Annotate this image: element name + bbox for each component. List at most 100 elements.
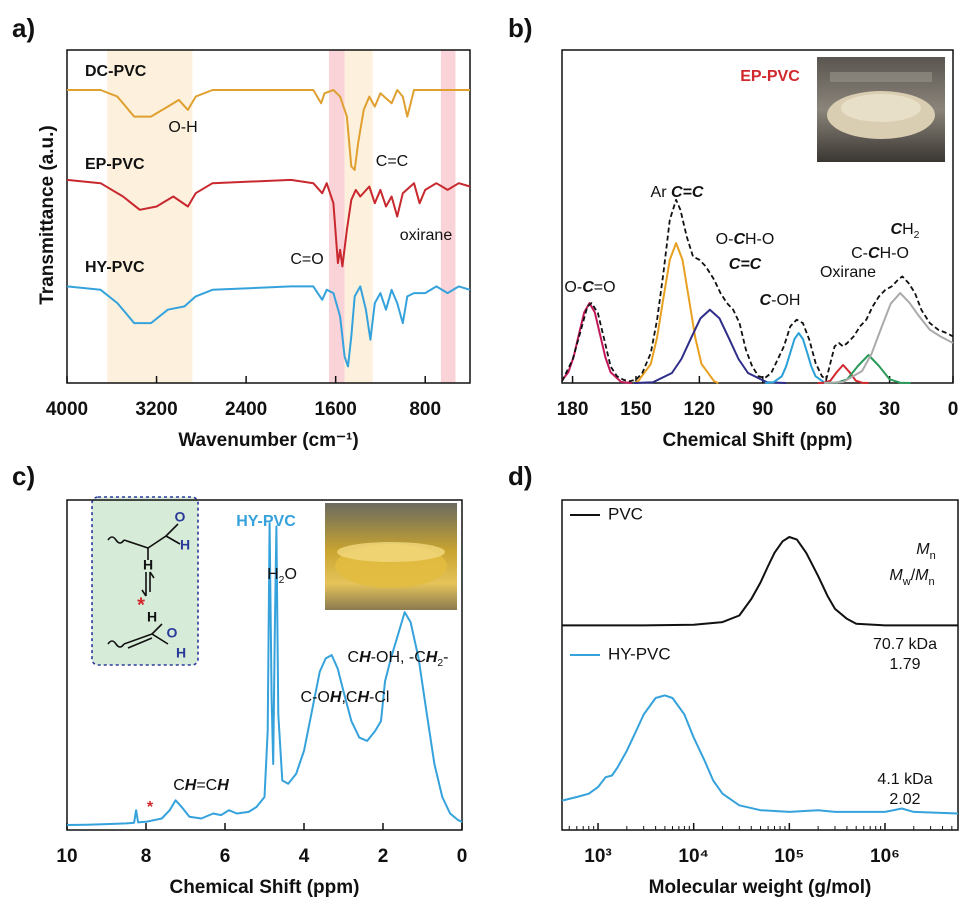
annotation-part: H	[185, 777, 197, 794]
x-tick-label: 90	[752, 399, 773, 420]
annotation-part: H	[357, 689, 369, 706]
annotation-part: C	[891, 221, 903, 238]
series-line	[562, 303, 632, 383]
x-tick-label: 180	[557, 399, 589, 420]
annotation-part: O-	[716, 231, 734, 248]
scheme-label: *	[137, 594, 145, 616]
annotation: Mw/Mn	[889, 567, 934, 588]
highlight-band	[441, 50, 456, 383]
y-axis-label: Transmittance (a.u.)	[37, 125, 58, 305]
annotation-part: Ar	[651, 184, 671, 201]
panel-label: c)	[12, 461, 35, 491]
annotation: oxirane	[400, 227, 453, 244]
scheme-label: O	[167, 625, 178, 641]
x-tick-label: 4000	[46, 399, 88, 420]
annotation: EP-PVC	[740, 68, 800, 85]
annotation: Oxirane	[820, 264, 876, 281]
x-tick-label: 3200	[135, 399, 177, 420]
annotation-part: C	[760, 292, 772, 309]
series-label: DC-PVC	[85, 63, 147, 80]
annotation: C=C	[729, 256, 762, 273]
annotation: O-CH-O	[716, 231, 775, 248]
annotation-part: C	[582, 279, 594, 296]
annotation: *	[147, 799, 154, 816]
x-tick-label: 800	[409, 399, 441, 420]
annotation-part: O	[284, 566, 296, 583]
annotation-part: -OH, -C	[371, 649, 426, 666]
annotation-part: -Cl	[369, 689, 389, 706]
annotation: O-H	[168, 119, 197, 136]
x-tick-label: 30	[879, 399, 900, 420]
annotation-part: 2	[914, 230, 920, 241]
x-tick-label: 10⁶	[870, 846, 900, 867]
annotation: 2.02	[889, 791, 920, 808]
annotation-part: ,C	[341, 689, 357, 706]
panel-label: a)	[12, 13, 35, 43]
annotation-part: C	[868, 245, 880, 262]
annotation-part: -	[443, 649, 448, 666]
x-axis-label: Chemical Shift (ppm)	[169, 877, 359, 898]
scheme-label: H	[176, 645, 186, 661]
x-tick-label: 4	[299, 846, 310, 867]
annotation-part: -OH	[771, 292, 800, 309]
annotation: O-C=O	[564, 279, 615, 296]
annotation-part: =O	[594, 279, 616, 296]
series-line	[824, 293, 953, 383]
scheme-label: H	[147, 609, 157, 625]
scheme-label: O	[175, 509, 186, 525]
x-tick-label: 2	[378, 846, 389, 867]
scheme-label: H	[180, 537, 190, 553]
annotation: 1.79	[889, 656, 920, 673]
series-label: HY-PVC	[85, 259, 145, 276]
annotation: C=C	[376, 153, 408, 170]
annotation-part: C	[733, 231, 745, 248]
annotation: CH2	[891, 221, 920, 241]
annotation-part: H	[267, 566, 279, 583]
annotation: C-OH	[760, 292, 801, 309]
annotation-part: H	[217, 777, 229, 794]
annotation-part: M	[916, 541, 930, 558]
x-axis-label: Molecular weight (g/mol)	[649, 877, 872, 898]
annotation-part: H	[330, 689, 342, 706]
x-tick-label: 1600	[315, 399, 357, 420]
annotation-part: M	[889, 567, 903, 584]
annotation-part: C-	[851, 245, 868, 262]
x-axis-label: Wavenumber (cm⁻¹)	[178, 430, 358, 451]
annotation: C-CH-O	[851, 245, 909, 262]
annotation-part: C-O	[301, 689, 330, 706]
x-tick-label: 60	[816, 399, 837, 420]
annotation: C-OH,CH-Cl	[301, 689, 390, 706]
annotation: H2O	[267, 566, 297, 586]
x-tick-label: 0	[948, 399, 959, 420]
annotation: CH=CH	[173, 777, 229, 794]
annotation-part: C	[173, 777, 185, 794]
x-tick-label: 2400	[225, 399, 267, 420]
annotation-part: H-O	[880, 245, 909, 262]
panel-label: b)	[508, 13, 533, 43]
annotation: HY-PVC	[236, 513, 296, 530]
x-tick-label: 10	[56, 846, 77, 867]
annotation: C=O	[290, 251, 323, 268]
annotation: Mn	[916, 541, 935, 562]
annotation-part: C=C	[729, 256, 762, 273]
photo-inset	[817, 57, 945, 162]
annotation: Ar C=C	[651, 184, 704, 201]
annotation-part: O-	[564, 279, 582, 296]
annotation-part: w	[902, 576, 911, 588]
x-axis-label: Chemical Shift (ppm)	[662, 430, 852, 451]
figure: 4000320024001600800DC-PVCEP-PVCHY-PVCO-H…	[0, 0, 960, 901]
annotation-part: H-O	[745, 231, 774, 248]
x-tick-label: 150	[620, 399, 652, 420]
legend-label: PVC	[608, 504, 643, 523]
annotation: 4.1 kDa	[877, 771, 932, 788]
annotation-part: C=C	[671, 184, 704, 201]
annotation-part: H	[902, 221, 914, 238]
annotation: CH-OH, -CH2-	[348, 649, 449, 669]
annotation-part: H	[426, 649, 438, 666]
annotation-part: =C	[196, 777, 217, 794]
annotation-part: H	[359, 649, 371, 666]
panel-label: d)	[508, 461, 533, 491]
photo-inset	[325, 503, 457, 610]
annotation-part: M	[915, 567, 929, 584]
x-tick-label: 8	[141, 846, 152, 867]
